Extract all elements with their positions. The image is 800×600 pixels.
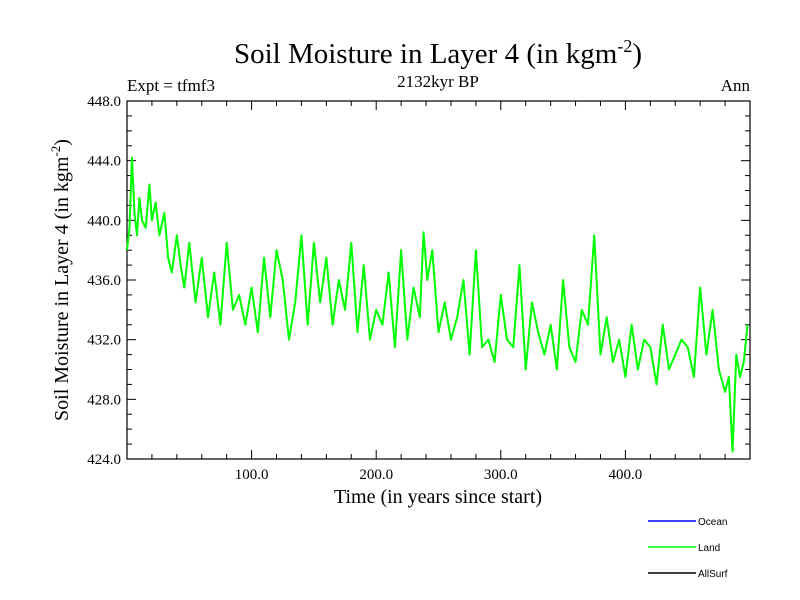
y-tick-label: 440.0 [87,213,121,229]
plot-frame [126,100,751,460]
period-label: 2132kyr BP [397,72,479,91]
legend: Ocean Land AllSurf [648,517,728,580]
x-tick-label: 200.0 [359,467,393,483]
y-axis-label-superscript: -2 [48,146,63,157]
season-label: Ann [721,76,751,95]
x-tick-label: 100.0 [235,467,269,483]
y-tick-label: 428.0 [87,392,121,408]
chart-title: Soil Moisture in Layer 4 (in kgm-2) [234,36,642,70]
chart-title-superscript: -2 [617,36,632,56]
series-layer [126,156,749,453]
legend-label-ocean: Ocean [698,517,727,528]
y-tick-label: 424.0 [87,452,121,468]
y-axis-label-close: ) [51,139,73,146]
x-axis-label: Time (in years since start) [334,486,542,508]
legend-label-land: Land [698,543,720,554]
x-tick-label: 300.0 [484,467,518,483]
series-line-land [126,156,749,453]
x-axis: 100.0 200.0 300.0 400.0 [151,101,726,483]
y-axis: 424.0 428.0 432.0 436.0 440.0 444.0 448.0 [87,94,750,468]
y-axis-label-main: Soil Moisture in Layer 4 (in kgm [51,156,73,421]
y-tick-label: 448.0 [87,94,121,110]
experiment-label: Expt = tfmf3 [127,76,215,95]
y-tick-label: 436.0 [87,273,121,289]
legend-label-allsurf: AllSurf [698,569,728,580]
x-tick-label: 400.0 [609,467,643,483]
y-tick-label: 444.0 [87,154,121,170]
chart-title-close: ) [632,38,642,70]
y-axis-label: Soil Moisture in Layer 4 (in kgm-2) [48,139,73,421]
y-tick-label: 432.0 [87,333,121,349]
chart-title-main: Soil Moisture in Layer 4 (in kgm [234,38,618,70]
